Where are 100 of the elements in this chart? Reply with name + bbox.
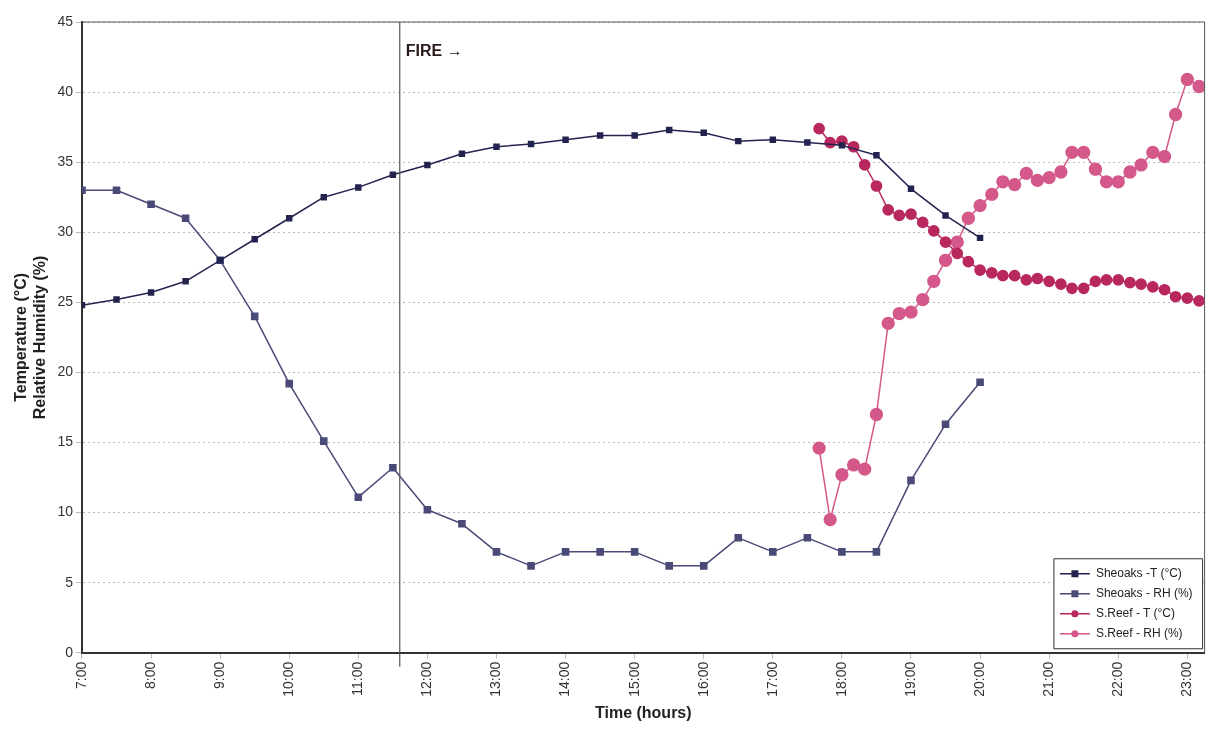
x-tick-label: 14:00 bbox=[556, 661, 573, 697]
point bbox=[974, 264, 986, 276]
point bbox=[1111, 175, 1125, 189]
legend-label: S.Reef - T (°C) bbox=[1095, 606, 1175, 621]
point bbox=[1157, 149, 1172, 164]
point bbox=[458, 520, 466, 528]
point bbox=[596, 132, 604, 139]
point bbox=[951, 247, 964, 260]
point bbox=[938, 253, 953, 267]
x-tick-label: 7:00 bbox=[72, 661, 89, 690]
x-tick-label: 9:00 bbox=[211, 661, 227, 690]
point bbox=[870, 180, 883, 192]
point bbox=[1007, 177, 1022, 192]
point bbox=[113, 296, 120, 303]
point bbox=[1020, 274, 1033, 286]
point bbox=[1031, 272, 1044, 285]
point bbox=[1042, 170, 1056, 185]
point bbox=[527, 140, 535, 148]
x-tick-label: 20:00 bbox=[970, 661, 987, 697]
point bbox=[1065, 145, 1079, 160]
point bbox=[665, 562, 673, 570]
point bbox=[1180, 72, 1194, 87]
point bbox=[872, 548, 881, 556]
point bbox=[700, 129, 707, 136]
point bbox=[803, 534, 812, 542]
point bbox=[561, 548, 570, 556]
point bbox=[1099, 175, 1114, 189]
point bbox=[492, 548, 501, 556]
point bbox=[1123, 165, 1137, 179]
point bbox=[112, 186, 121, 194]
point bbox=[1112, 274, 1125, 286]
point bbox=[1008, 269, 1021, 282]
point bbox=[962, 255, 975, 268]
y-tick-label: 25 bbox=[57, 293, 74, 310]
point bbox=[1043, 275, 1056, 288]
point bbox=[182, 278, 189, 285]
point bbox=[285, 379, 294, 388]
point bbox=[985, 187, 999, 202]
point bbox=[904, 305, 918, 319]
y-tick-label: 35 bbox=[57, 153, 74, 170]
point bbox=[939, 236, 952, 248]
point bbox=[916, 216, 929, 229]
ref-line-label: FIRE → bbox=[405, 42, 463, 60]
point bbox=[527, 562, 535, 570]
point bbox=[973, 198, 987, 213]
legend-label: Sheoaks -T (°C) bbox=[1095, 566, 1182, 581]
point bbox=[1146, 281, 1159, 293]
x-tick-label: 16:00 bbox=[694, 661, 711, 697]
point bbox=[893, 209, 906, 222]
point bbox=[1088, 162, 1103, 176]
x-tick-label: 22:00 bbox=[1109, 661, 1126, 697]
point bbox=[181, 214, 190, 223]
x-tick-label: 15:00 bbox=[625, 661, 642, 697]
x-tick-label: 13:00 bbox=[487, 661, 504, 697]
point bbox=[1054, 165, 1068, 179]
point bbox=[835, 468, 849, 482]
point bbox=[1192, 79, 1205, 94]
point bbox=[735, 137, 742, 145]
point bbox=[1019, 166, 1034, 181]
point bbox=[1077, 145, 1091, 160]
point bbox=[804, 139, 811, 146]
point bbox=[1134, 158, 1148, 172]
point bbox=[907, 185, 915, 193]
point bbox=[961, 211, 975, 225]
point bbox=[251, 236, 258, 243]
point bbox=[1100, 274, 1113, 286]
point bbox=[858, 159, 871, 171]
point bbox=[927, 225, 940, 237]
x-tick-label: 18:00 bbox=[832, 661, 849, 697]
point bbox=[354, 493, 363, 501]
point bbox=[985, 267, 998, 279]
point bbox=[769, 136, 777, 143]
point bbox=[389, 463, 397, 472]
y-axis-title: Temperature (°C) Relative Humidity (%) bbox=[12, 255, 49, 420]
point bbox=[950, 235, 964, 249]
x-axis-title: Time (hours) bbox=[594, 703, 692, 721]
point bbox=[916, 292, 930, 307]
point bbox=[493, 143, 500, 150]
point bbox=[976, 378, 984, 387]
point bbox=[869, 407, 884, 422]
point bbox=[813, 122, 825, 135]
point bbox=[389, 171, 397, 179]
point bbox=[858, 462, 872, 476]
point bbox=[1089, 275, 1102, 288]
point bbox=[458, 150, 466, 157]
y-tick-label: 30 bbox=[57, 223, 74, 240]
y-tick-label: 40 bbox=[57, 82, 74, 99]
x-tick-label: 21:00 bbox=[1040, 661, 1057, 697]
x-tick-label: 11:00 bbox=[349, 661, 366, 696]
point bbox=[882, 203, 895, 216]
point bbox=[1158, 283, 1171, 296]
x-tick-label: 8:00 bbox=[141, 661, 158, 690]
point bbox=[881, 316, 895, 331]
point bbox=[320, 193, 327, 201]
point bbox=[630, 548, 639, 556]
y-tick-label: 0 bbox=[65, 643, 74, 660]
point bbox=[1030, 173, 1045, 188]
point bbox=[996, 175, 1010, 189]
y-tick-label: 5 bbox=[65, 573, 74, 590]
point bbox=[1168, 107, 1183, 122]
